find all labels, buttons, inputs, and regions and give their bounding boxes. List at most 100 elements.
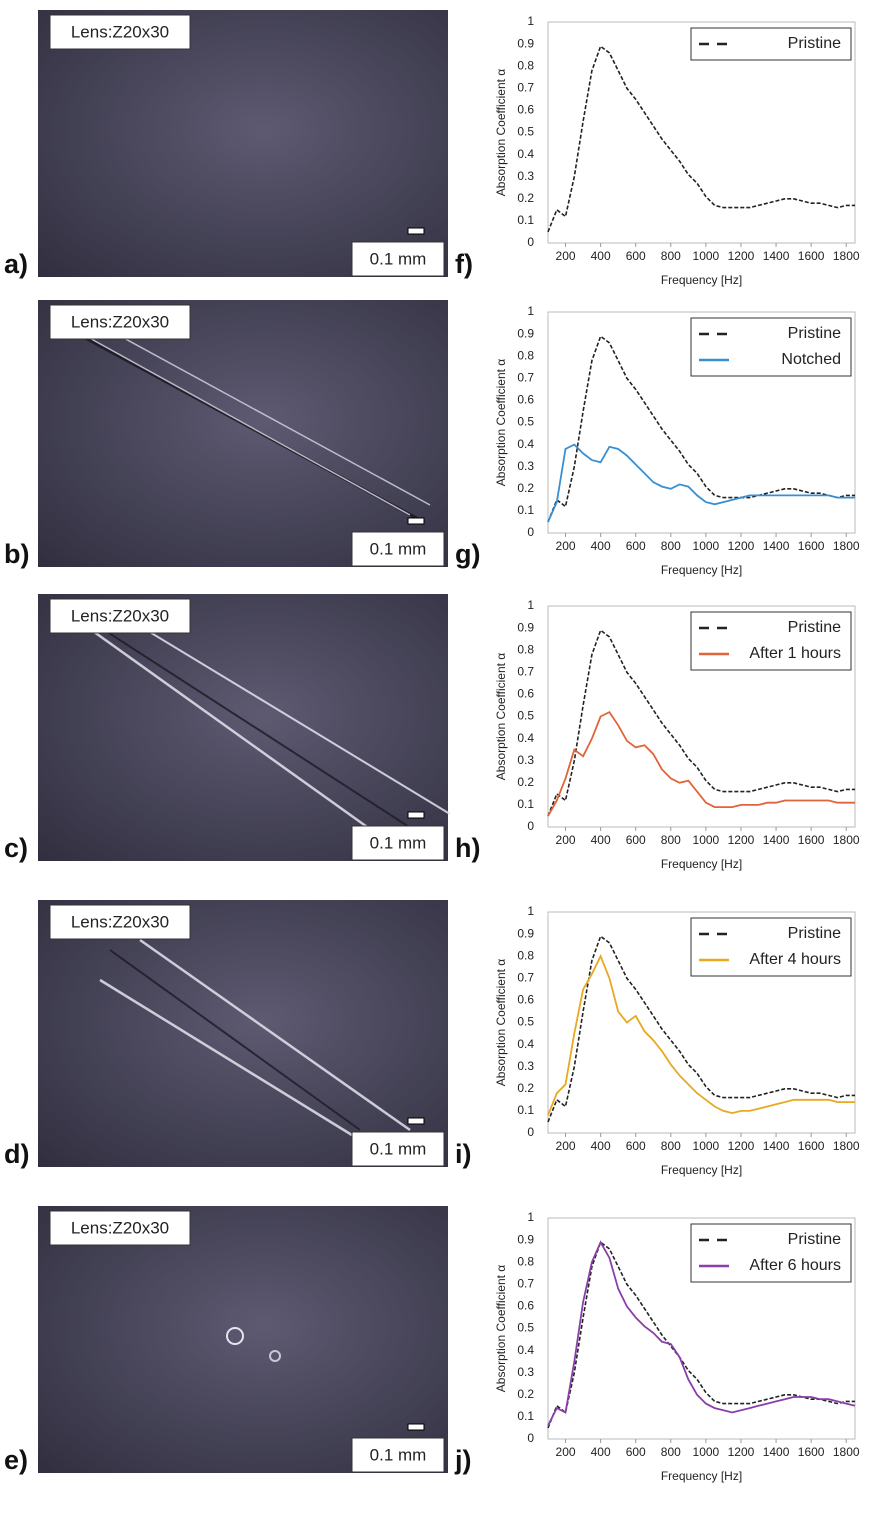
x-tick-label: 400 <box>591 1139 611 1153</box>
scale-bar <box>407 811 425 819</box>
panel-label: c) <box>4 833 28 863</box>
x-tick-label: 800 <box>661 1445 681 1459</box>
y-tick-label: 0.9 <box>517 620 534 634</box>
x-tick-label: 800 <box>661 249 681 263</box>
y-tick-label: 0.8 <box>517 1254 534 1268</box>
x-tick-label: 1200 <box>728 539 755 553</box>
legend-box <box>690 317 852 377</box>
y-tick-label: 0.7 <box>517 970 534 984</box>
x-tick-label: 800 <box>661 833 681 847</box>
y-tick-label: 0.6 <box>517 103 534 117</box>
x-tick-label: 600 <box>626 833 646 847</box>
lens-box <box>49 304 191 340</box>
scale-bar <box>407 227 425 235</box>
y-tick-label: 0.2 <box>517 1081 534 1095</box>
data-line <box>547 443 855 523</box>
micrograph: Lens:Z20x30 0.1 mm <box>38 300 448 567</box>
scratch <box>99 324 431 506</box>
legend-label: Pristine <box>788 35 841 52</box>
x-tick-label: 200 <box>556 833 576 847</box>
y-tick-label: 0.7 <box>517 370 534 384</box>
x-tick-label: 1600 <box>798 249 825 263</box>
x-tick-label: 1400 <box>763 1139 790 1153</box>
x-tick-label: 600 <box>626 539 646 553</box>
legend-box <box>690 611 852 671</box>
x-tick-label: 1200 <box>728 1445 755 1459</box>
x-tick-label: 1600 <box>798 1445 825 1459</box>
x-tick-label: 1800 <box>833 1445 860 1459</box>
x-tick-label: 1200 <box>728 249 755 263</box>
scratch <box>109 949 361 1131</box>
plot-frame <box>547 21 856 244</box>
y-tick-label: 0.5 <box>517 1015 534 1029</box>
y-tick-label: 0.6 <box>517 393 534 407</box>
y-tick-label: 0.2 <box>517 191 534 205</box>
y-tick-label: 0.1 <box>517 797 534 811</box>
y-axis-title: Absorption Coefficient α <box>494 1265 508 1393</box>
scale-bar <box>407 1117 425 1125</box>
data-line <box>547 935 855 1123</box>
lens-label: Lens:Z20x30 <box>71 1218 169 1237</box>
y-tick-label: 0.9 <box>517 926 534 940</box>
x-tick-label: 200 <box>556 1139 576 1153</box>
y-tick-label: 0.4 <box>517 731 534 745</box>
x-axis-title: Frequency [Hz] <box>661 1469 742 1483</box>
scale-label: 0.1 mm <box>370 249 427 268</box>
panel-label: i) <box>455 1139 472 1169</box>
y-tick-label: 1 <box>527 14 534 28</box>
scratch <box>139 938 411 1132</box>
x-tick-label: 1800 <box>833 249 860 263</box>
scale-bar <box>407 1423 425 1431</box>
panel-label: j) <box>454 1445 472 1475</box>
y-axis-title: Absorption Coefficient α <box>494 959 508 1087</box>
data-line <box>547 710 855 817</box>
legend-box <box>690 917 852 977</box>
scratch <box>89 627 371 831</box>
x-tick-label: 600 <box>626 249 646 263</box>
lens-label: Lens:Z20x30 <box>71 22 169 41</box>
plot-frame <box>547 311 856 534</box>
scale-label: 0.1 mm <box>370 539 427 558</box>
panel-label: d) <box>4 1139 29 1169</box>
x-tick-label: 800 <box>661 539 681 553</box>
x-tick-label: 1400 <box>763 249 790 263</box>
y-axis-title: Absorption Coefficient α <box>494 359 508 487</box>
lens-box <box>49 598 191 634</box>
scale-box <box>351 531 445 567</box>
x-axis-title: Frequency [Hz] <box>661 563 742 577</box>
x-tick-label: 200 <box>556 1445 576 1459</box>
x-tick-label: 400 <box>591 1445 611 1459</box>
x-tick-label: 1400 <box>763 833 790 847</box>
plot-frame <box>547 605 856 828</box>
y-tick-label: 0 <box>527 819 534 833</box>
x-tick-label: 1000 <box>693 1139 720 1153</box>
y-tick-label: 0.8 <box>517 348 534 362</box>
panel-label: f) <box>455 249 473 279</box>
x-axis-title: Frequency [Hz] <box>661 857 742 871</box>
x-tick-label: 1800 <box>833 1139 860 1153</box>
y-tick-label: 0.4 <box>517 1037 534 1051</box>
y-tick-label: 0.2 <box>517 481 534 495</box>
y-tick-label: 0.7 <box>517 80 534 94</box>
y-tick-label: 0.6 <box>517 1299 534 1313</box>
x-tick-label: 1800 <box>833 539 860 553</box>
legend-label: Pristine <box>788 925 841 942</box>
x-tick-label: 1600 <box>798 1139 825 1153</box>
x-tick-label: 1600 <box>798 539 825 553</box>
scratch <box>94 623 421 835</box>
scale-label: 0.1 mm <box>370 833 427 852</box>
x-tick-label: 800 <box>661 1139 681 1153</box>
x-tick-label: 600 <box>626 1445 646 1459</box>
x-tick-label: 1400 <box>763 1445 790 1459</box>
y-axis-title: Absorption Coefficient α <box>494 69 508 197</box>
feature <box>226 1327 244 1345</box>
scale-box <box>351 241 445 277</box>
y-tick-label: 0.2 <box>517 775 534 789</box>
y-tick-label: 0.3 <box>517 753 534 767</box>
data-line <box>547 953 855 1116</box>
feature <box>269 1350 281 1362</box>
scale-label: 0.1 mm <box>370 1445 427 1464</box>
y-tick-label: 0.1 <box>517 1409 534 1423</box>
y-tick-label: 1 <box>527 904 534 918</box>
panel-label: h) <box>455 833 480 863</box>
